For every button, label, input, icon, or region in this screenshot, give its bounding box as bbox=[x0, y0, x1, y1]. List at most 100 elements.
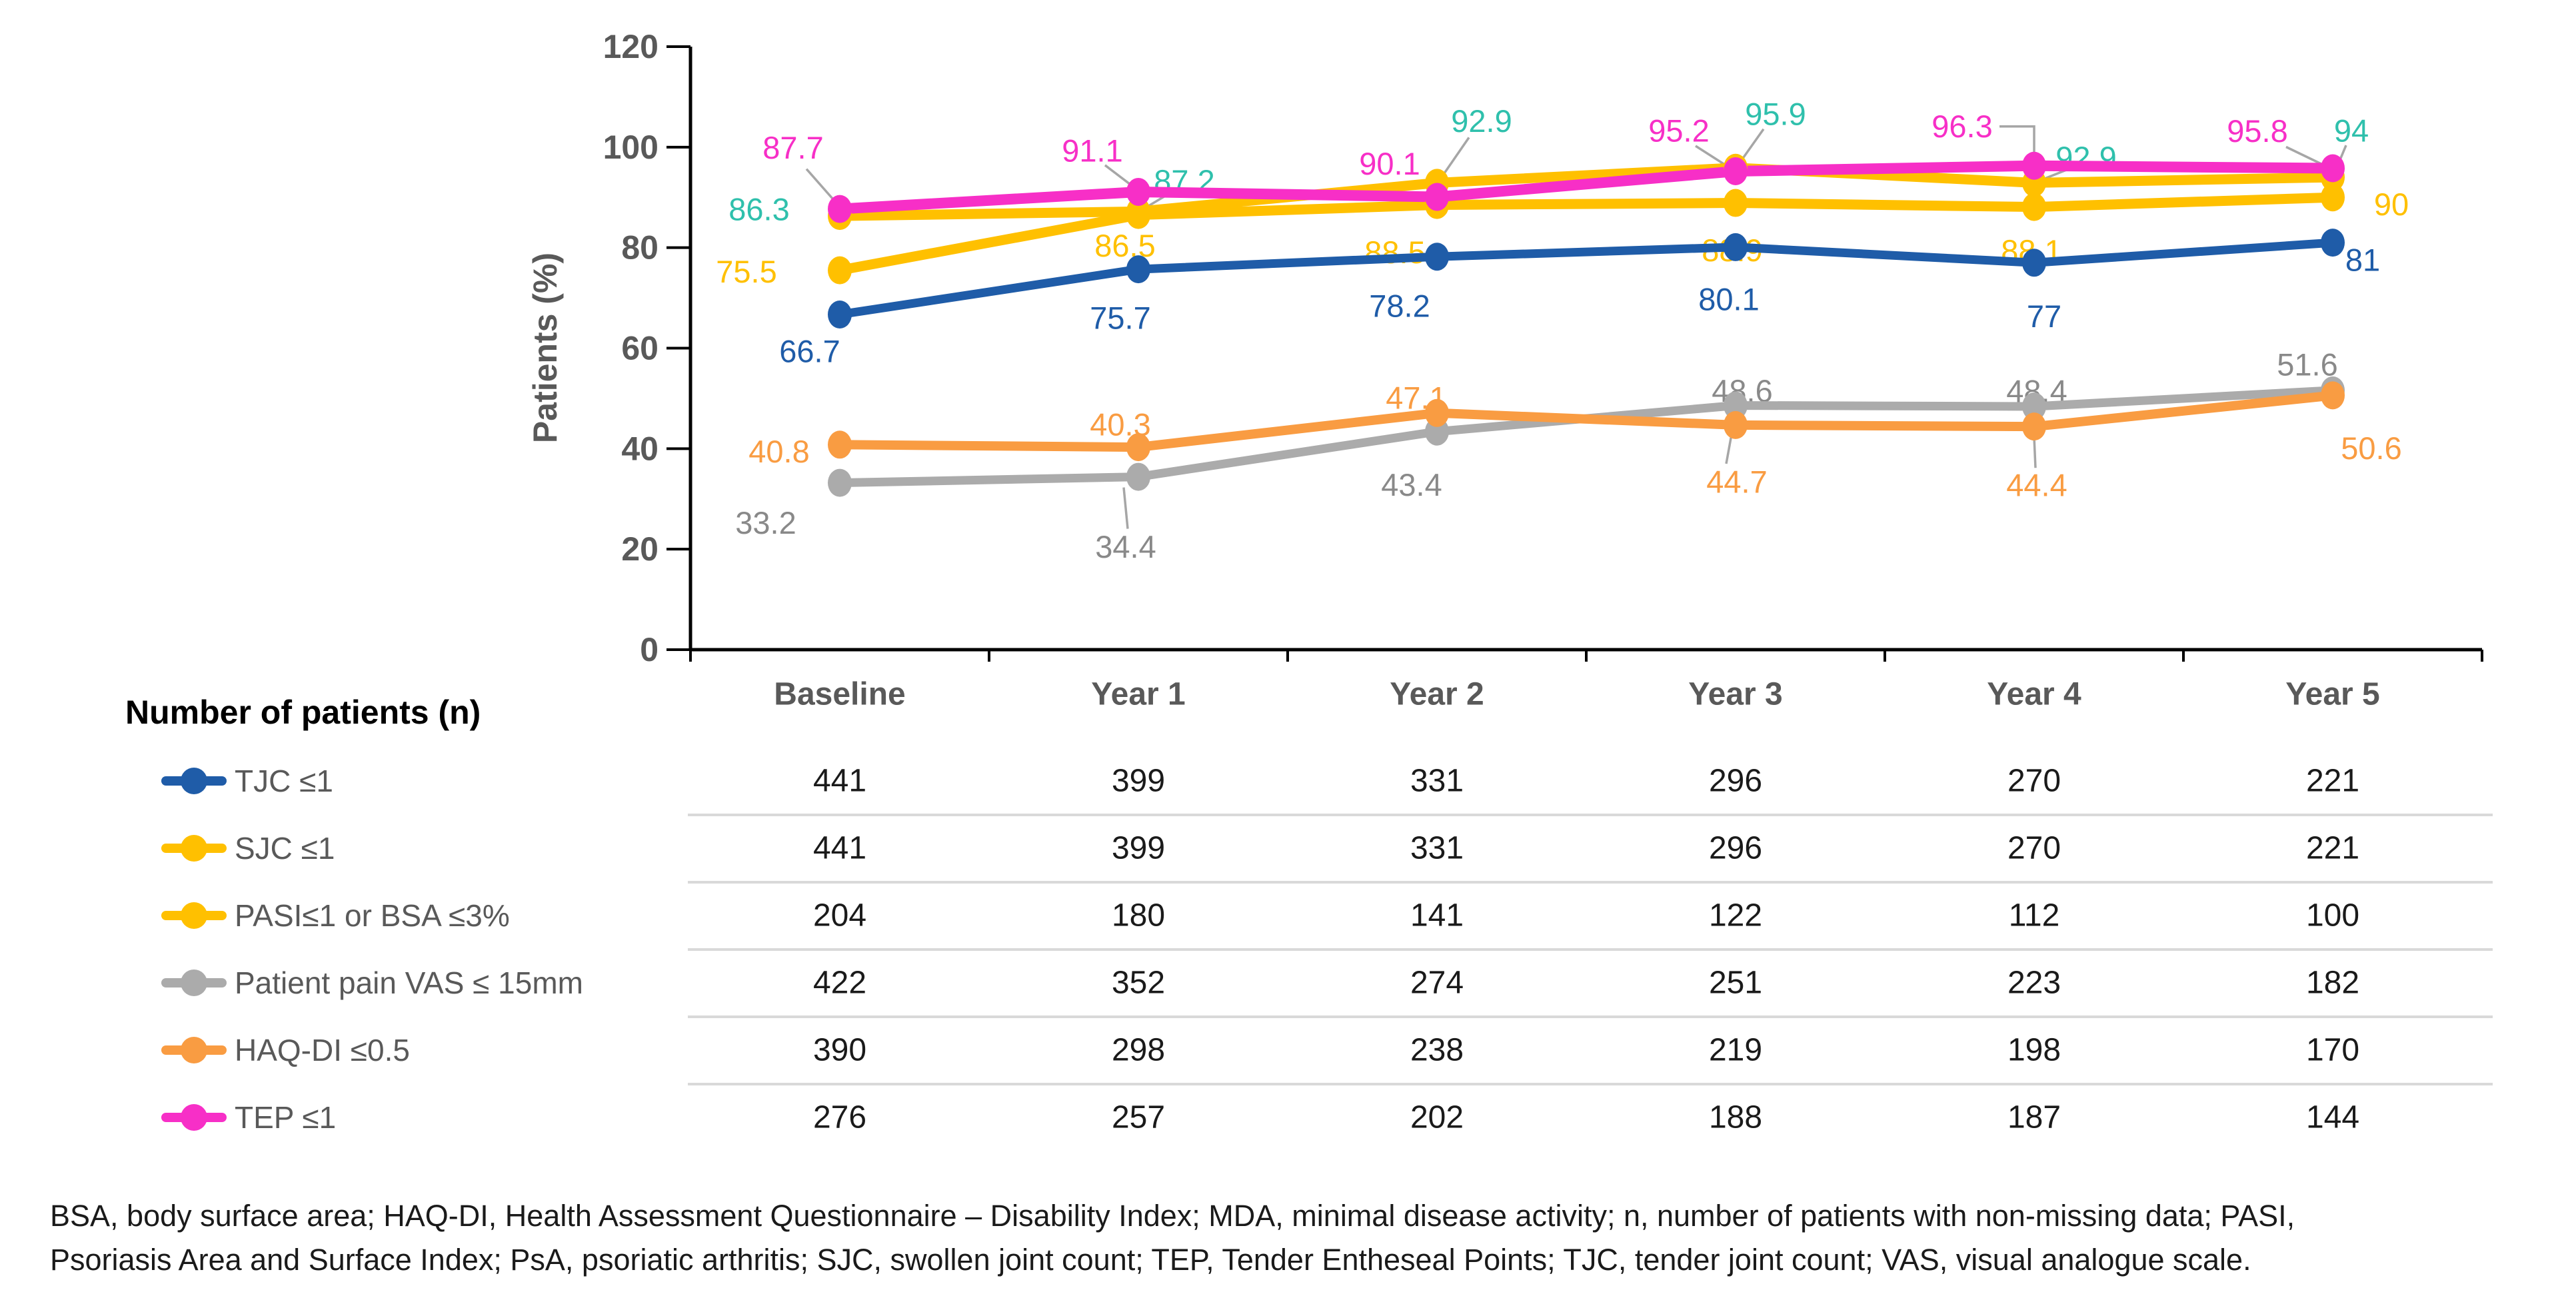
legend-marker-dot bbox=[181, 1037, 207, 1063]
x-axis-category-label: Year 1 bbox=[1091, 676, 1186, 712]
series-line bbox=[835, 390, 2337, 452]
data-point-label: 44.4 bbox=[2006, 468, 2067, 503]
data-point-label: 51.6 bbox=[2277, 346, 2337, 382]
legend-item-label: TJC ≤1 bbox=[235, 764, 333, 798]
x-axis-category-label: Year 4 bbox=[1987, 676, 2081, 712]
table-cell-value: 204 bbox=[812, 898, 867, 934]
series-line bbox=[834, 163, 2338, 221]
table-cell-value: 221 bbox=[2305, 763, 2360, 799]
data-point bbox=[1126, 177, 1150, 206]
y-axis-tick-label: 60 bbox=[621, 330, 658, 367]
data-point bbox=[2022, 412, 2046, 441]
table-cell-value: 202 bbox=[1410, 1099, 1464, 1135]
data-point-label: 66.7 bbox=[779, 333, 840, 368]
data-point-label: 92.9 bbox=[1451, 103, 1512, 139]
table-cell-value: 180 bbox=[1111, 898, 1166, 934]
data-point bbox=[1425, 183, 1449, 211]
series-line bbox=[834, 160, 2338, 215]
legend-item-label: SJC ≤1 bbox=[235, 831, 335, 866]
legend-marker-dot bbox=[181, 768, 207, 794]
table-cell-value: 390 bbox=[812, 1032, 867, 1068]
data-point-label: 77 bbox=[2027, 299, 2061, 334]
table-cell-value: 100 bbox=[2305, 898, 2360, 934]
table-cell-value: 257 bbox=[1111, 1099, 1166, 1135]
series-line bbox=[834, 192, 2338, 276]
footnote-line-1: BSA, body surface area; HAQ-DI, Health A… bbox=[50, 1199, 2295, 1233]
table-cell-value: 296 bbox=[1708, 830, 1763, 866]
legend-item-label: Patient pain VAS ≤ 15mm bbox=[235, 966, 583, 1000]
x-axis-category-label: Year 2 bbox=[1390, 676, 1484, 712]
data-point-label: 86.3 bbox=[728, 192, 789, 227]
legend-marker-dot bbox=[181, 1104, 207, 1131]
table-cell-value: 170 bbox=[2305, 1032, 2360, 1068]
table-cell-value: 441 bbox=[812, 830, 867, 866]
label-leader-line bbox=[1999, 125, 2035, 158]
table-cell-value: 331 bbox=[1410, 830, 1464, 866]
label-leader-line bbox=[1122, 487, 1129, 529]
data-point bbox=[2321, 183, 2345, 212]
table-cell-value: 141 bbox=[1410, 898, 1464, 934]
label-leader-line bbox=[1441, 137, 1470, 177]
legend-item-label: PASI≤1 or BSA ≤3% bbox=[235, 898, 510, 933]
data-point-label: 75.5 bbox=[716, 254, 776, 289]
data-point-label: 87.7 bbox=[762, 130, 823, 165]
data-point-label: 90 bbox=[2374, 187, 2409, 222]
data-point-label: 90.1 bbox=[1359, 146, 1420, 181]
table-cell-value: 399 bbox=[1111, 830, 1166, 866]
y-axis-tick-label: 80 bbox=[621, 229, 658, 267]
table-cell-value: 276 bbox=[812, 1099, 867, 1135]
table-cell-value: 399 bbox=[1111, 763, 1166, 799]
x-axis-category-label: Year 5 bbox=[2285, 676, 2380, 712]
table-cell-value: 112 bbox=[2008, 898, 2060, 934]
data-point bbox=[1724, 157, 1748, 186]
data-point bbox=[1425, 243, 1449, 271]
data-point bbox=[1724, 233, 1748, 261]
data-point bbox=[1126, 462, 1150, 491]
y-axis-tick-label: 100 bbox=[603, 129, 658, 166]
data-point bbox=[2321, 381, 2345, 410]
legend-marker-dot bbox=[181, 835, 207, 862]
data-point-label: 80.1 bbox=[1698, 281, 1759, 317]
table-row-separator bbox=[688, 880, 2493, 884]
data-point-label: 95.9 bbox=[1745, 96, 1806, 131]
data-point-label: 43.4 bbox=[1381, 467, 1442, 502]
data-point-label: 50.6 bbox=[2341, 430, 2401, 466]
data-point-label: 88.5 bbox=[1364, 235, 1425, 270]
data-point-label: 91.1 bbox=[1062, 133, 1122, 168]
table-cell-value: 270 bbox=[2007, 830, 2061, 866]
data-point bbox=[2022, 392, 2046, 420]
data-point-label: 95.2 bbox=[1648, 113, 1709, 149]
table-cell-value: 182 bbox=[2305, 965, 2360, 1001]
data-point-label: 44.7 bbox=[1706, 464, 1767, 499]
data-point bbox=[828, 430, 852, 459]
data-point bbox=[828, 300, 852, 328]
data-point-label: 75.7 bbox=[1090, 301, 1150, 336]
table-row-separator bbox=[688, 1015, 2493, 1018]
data-point bbox=[2022, 193, 2046, 221]
table-row-separator bbox=[688, 1082, 2493, 1085]
table-cell-value: 144 bbox=[2305, 1099, 2360, 1135]
label-leader-line bbox=[1740, 128, 1765, 162]
table-cell-value: 422 bbox=[812, 965, 867, 1001]
table-cell-value: 223 bbox=[2007, 965, 2061, 1001]
table-cell-value: 198 bbox=[2007, 1032, 2061, 1068]
data-point-label: 94 bbox=[2334, 113, 2369, 149]
data-point-label: 81 bbox=[2345, 243, 2380, 278]
legend-marker-dot bbox=[181, 970, 207, 996]
y-axis-tick-label: 20 bbox=[621, 530, 658, 568]
data-point bbox=[1126, 433, 1150, 462]
series-line bbox=[835, 238, 2337, 319]
label-leader-line bbox=[1725, 434, 1733, 464]
footnote-line-2: Psoriasis Area and Surface Index; PsA, p… bbox=[50, 1243, 2251, 1277]
data-point bbox=[2321, 229, 2345, 257]
x-axis-category-label: Year 3 bbox=[1688, 676, 1783, 712]
data-point bbox=[828, 256, 852, 285]
data-point bbox=[828, 468, 852, 497]
data-point bbox=[1724, 189, 1748, 217]
table-cell-value: 274 bbox=[1410, 965, 1464, 1001]
table-cell-value: 188 bbox=[1708, 1099, 1763, 1135]
table-cell-value: 270 bbox=[2007, 763, 2061, 799]
data-point bbox=[828, 195, 852, 223]
